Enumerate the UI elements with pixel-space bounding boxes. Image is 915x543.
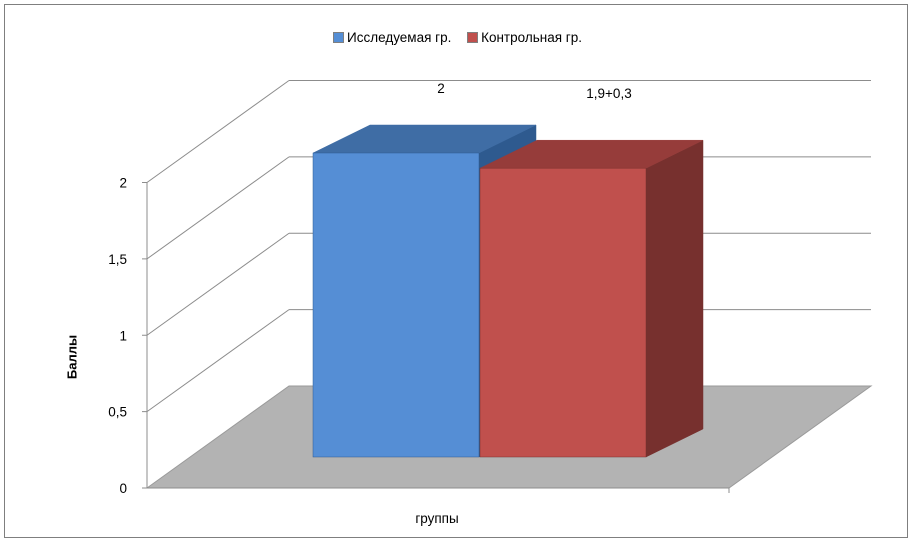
legend-label-study-group: Исследуемая гр. — [347, 30, 452, 45]
y-tick-label: 0,5 — [108, 405, 127, 420]
legend-swatch-study-group — [333, 32, 345, 43]
legend: Исследуемая гр. Контрольная гр. — [0, 30, 915, 46]
legend-item-study-group: Исследуемая гр. — [333, 30, 451, 45]
y-tick-label: 1 — [119, 328, 127, 343]
side-gridline — [146, 80, 290, 183]
legend-swatch-control-group — [467, 32, 479, 43]
y-tick-label: 0 — [119, 481, 127, 496]
side-gridline — [146, 309, 290, 413]
bar-side-1 — [645, 139, 704, 458]
y-tick-label: 2 — [119, 176, 127, 191]
y-axis-title: Баллы — [64, 334, 80, 380]
bar-front-1 — [479, 167, 647, 458]
y-tick-label: 1,5 — [108, 252, 127, 267]
bar-front-0 — [312, 152, 480, 458]
side-gridline — [146, 156, 290, 260]
legend-item-control-group: Контрольная гр. — [467, 30, 582, 45]
x-axis-title: группы — [415, 511, 459, 526]
bar-data-label-1: 1,9+0,3 — [586, 86, 631, 101]
side-gridline — [146, 232, 290, 336]
bar-data-label-0: 2 — [437, 81, 445, 96]
legend-label-control-group: Контрольная гр. — [481, 30, 582, 45]
